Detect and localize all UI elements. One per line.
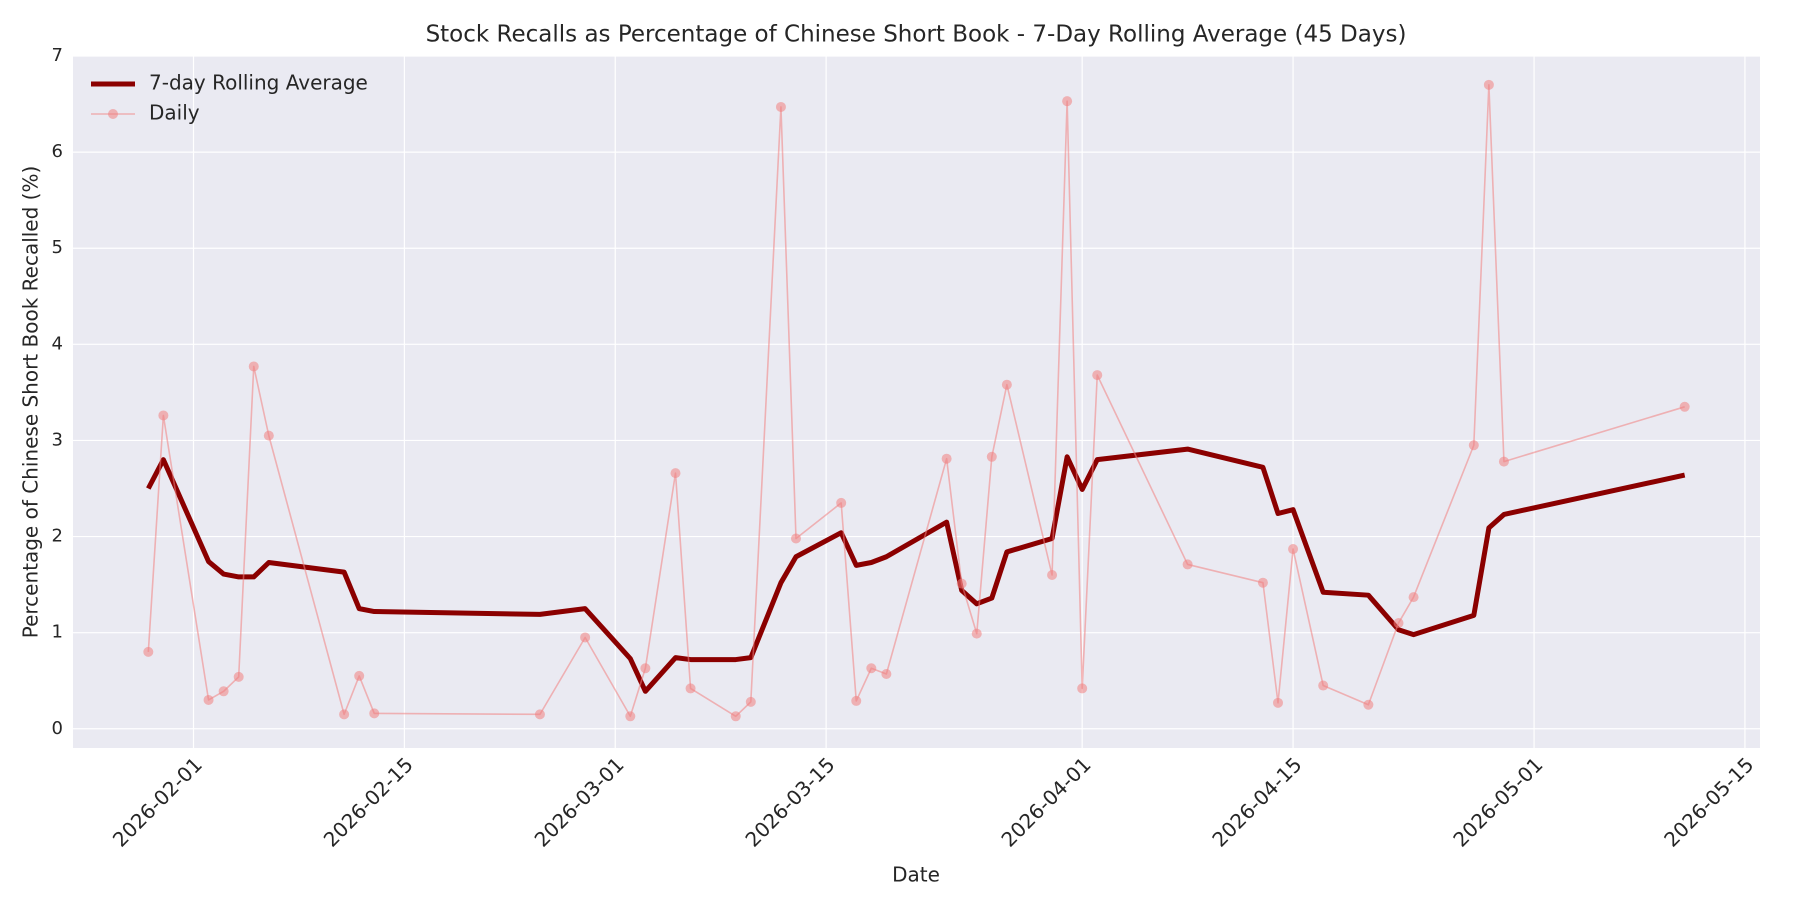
- y-tick-label: 7: [52, 45, 63, 66]
- daily-point: [956, 578, 967, 589]
- daily-point: [143, 646, 154, 657]
- daily-point: [1498, 456, 1509, 467]
- daily-point: [1288, 544, 1299, 555]
- daily-point: [640, 663, 651, 674]
- daily-point: [158, 410, 169, 421]
- y-tick-label: 2: [52, 526, 63, 547]
- daily-point: [218, 686, 229, 697]
- daily-point: [1408, 592, 1419, 603]
- daily-point: [233, 671, 244, 682]
- daily-point: [339, 709, 350, 720]
- daily-point: [881, 668, 892, 679]
- daily-point: [263, 430, 274, 441]
- legend-label: Daily: [149, 101, 200, 125]
- daily-point: [1679, 401, 1690, 412]
- y-tick-label: 3: [52, 429, 63, 450]
- legend-marker: [108, 109, 118, 119]
- daily-point: [248, 361, 259, 372]
- daily-point: [1047, 570, 1058, 580]
- daily-point: [670, 468, 681, 479]
- daily-point: [1001, 379, 1012, 390]
- daily-point: [1182, 559, 1193, 570]
- daily-point: [203, 694, 214, 705]
- legend-label: 7-day Rolling Average: [149, 71, 368, 95]
- x-tick-label: 2026-04-15: [1207, 752, 1306, 851]
- daily-point: [1273, 697, 1283, 708]
- daily-point: [745, 696, 756, 707]
- daily-point: [1318, 680, 1329, 691]
- y-tick-label: 6: [52, 141, 63, 162]
- y-tick-label: 0: [52, 718, 63, 739]
- x-tick-label: 2026-02-01: [108, 752, 207, 851]
- daily-point: [1062, 96, 1073, 107]
- daily-point: [1077, 683, 1088, 694]
- daily-point: [580, 632, 591, 643]
- x-tick-label: 2026-05-15: [1659, 752, 1758, 851]
- chart-title: Stock Recalls as Percentage of Chinese S…: [426, 22, 1407, 48]
- daily-point: [986, 451, 997, 462]
- daily-point: [1363, 699, 1374, 710]
- daily-point: [730, 711, 741, 722]
- daily-point: [866, 663, 877, 674]
- daily-point: [851, 695, 862, 706]
- daily-point: [534, 709, 545, 720]
- x-axis-label: Date: [892, 863, 940, 887]
- x-tick-label: 2026-03-15: [740, 752, 839, 851]
- x-tick-label: 2026-02-15: [319, 752, 418, 851]
- daily-point: [1257, 577, 1268, 588]
- y-tick-label: 1: [52, 622, 63, 643]
- daily-point: [941, 453, 952, 464]
- x-tick-label: 2026-05-01: [1448, 752, 1547, 851]
- plot-area: [73, 56, 1760, 748]
- x-tick-label: 2026-03-01: [530, 752, 629, 851]
- daily-point: [791, 533, 801, 544]
- daily-point: [1393, 618, 1404, 629]
- daily-point: [625, 711, 636, 722]
- y-tick-label: 4: [52, 333, 63, 354]
- daily-point: [1483, 79, 1494, 90]
- daily-point: [369, 708, 380, 719]
- daily-point: [836, 497, 847, 508]
- daily-point: [775, 101, 786, 112]
- daily-point: [971, 628, 982, 639]
- average-line: [146, 446, 1686, 694]
- x-tick-label: 2026-04-01: [996, 752, 1095, 851]
- daily-point: [1468, 440, 1479, 451]
- y-axis-label: Percentage of Chinese Short Book Recalle…: [19, 166, 43, 639]
- daily-point: [685, 683, 696, 694]
- y-tick-label: 5: [52, 237, 63, 258]
- daily-point: [1092, 370, 1103, 381]
- daily-point: [354, 670, 365, 681]
